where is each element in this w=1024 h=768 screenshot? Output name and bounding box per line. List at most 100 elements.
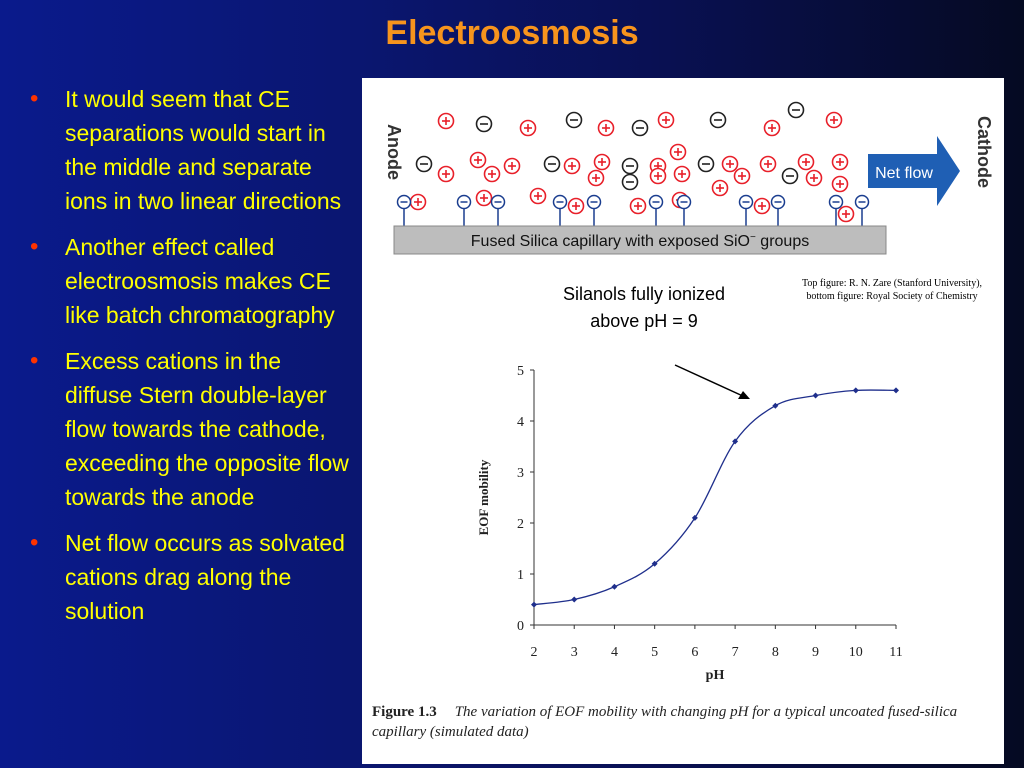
net-flow-arrow-icon [868, 136, 960, 206]
x-tick-label: 3 [571, 645, 578, 660]
cation-icon [753, 197, 771, 215]
anion-icon [781, 167, 799, 185]
y-tick-label: 0 [517, 619, 524, 634]
data-point [812, 392, 819, 399]
cation-icon [825, 111, 843, 129]
silanol-group-icon [738, 194, 754, 226]
y-axis-label: EOF mobility [476, 459, 491, 535]
cation-icon [629, 197, 647, 215]
cation-icon [593, 153, 611, 171]
data-point [772, 402, 779, 409]
anion-icon [621, 173, 639, 191]
figure-panel: Anode Cathode Net flow Fused Silica capi… [362, 78, 1004, 764]
bullet-item: • Another effect called electroosmosis ma… [22, 230, 352, 332]
bullet-text: Another effect called electroosmosis mak… [65, 234, 335, 328]
capillary-label: Fused Silica capillary with exposed SiO−… [471, 232, 809, 250]
silanol-group-icon [552, 194, 568, 226]
cation-icon [469, 151, 487, 169]
cation-icon [529, 187, 547, 205]
anion-icon [621, 157, 639, 175]
bullet-item: • Net flow occurs as solvated cations dra… [22, 526, 352, 628]
caption-label: Figure 1.3 [372, 704, 437, 720]
y-tick-label: 4 [517, 415, 524, 430]
bullet-list: • It would seem that CE separations would… [22, 82, 352, 640]
bullet-text: Excess cations in the diffuse Stern doub… [65, 348, 349, 510]
anion-icon [475, 115, 493, 133]
data-point [571, 596, 578, 603]
data-point [611, 583, 618, 590]
anion-icon [543, 155, 561, 173]
silanol-group-icon [770, 194, 786, 226]
silanol-group-icon [854, 194, 870, 226]
silanol-group-icon [648, 194, 664, 226]
silanol-annotation: Silanols fully ionized above pH = 9 [562, 284, 726, 331]
electroosmosis-diagram: Anode Cathode Net flow Fused Silica capi… [384, 101, 994, 255]
capillary-bar [393, 225, 887, 255]
cation-icon [837, 205, 855, 223]
anion-icon [697, 155, 715, 173]
cation-icon [805, 169, 823, 187]
cation-icon [587, 169, 605, 187]
bullet-item: • Excess cations in the diffuse Stern dou… [22, 344, 352, 514]
bullet-dot-icon: • [30, 529, 39, 556]
anion-icon [415, 155, 433, 173]
cation-icon [673, 165, 691, 183]
cation-icon [711, 179, 729, 197]
cation-icon [733, 167, 751, 185]
cation-icon [831, 153, 849, 171]
series-points [531, 387, 899, 608]
x-tick-label: 6 [691, 645, 698, 660]
cation-icon [759, 155, 777, 173]
x-axis-label: pH [706, 668, 725, 683]
cation-icon [437, 165, 455, 183]
annotation-arrow [674, 364, 750, 399]
y-tick-label: 3 [517, 466, 524, 481]
data-point [852, 387, 859, 394]
bullet-text: Net flow occurs as solvated cations drag… [65, 530, 345, 624]
x-tick-label: 7 [732, 645, 739, 660]
x-tick-label: 5 [651, 645, 658, 660]
series-line [533, 389, 897, 606]
x-tick-label: 4 [611, 645, 618, 660]
cation-icon [597, 119, 615, 137]
cation-icon [657, 111, 675, 129]
caption-text: The variation of EOF mobility with chang… [372, 704, 958, 740]
cation-icon [475, 189, 493, 207]
cathode-label: Cathode [974, 116, 994, 188]
figure-caption: Figure 1.3 The variation of EOF mobility … [372, 702, 1000, 742]
cation-icon [831, 175, 849, 193]
x-tick-label: 8 [772, 645, 779, 660]
silanol-group-icon [396, 194, 412, 226]
anion-icon [787, 101, 805, 119]
data-point [893, 387, 899, 394]
cation-icon [721, 155, 739, 173]
silanol-group-icon [828, 194, 844, 226]
x-tick-label: 9 [812, 645, 819, 660]
bullet-dot-icon: • [30, 233, 39, 260]
chart-axes [533, 370, 896, 626]
cation-icon [567, 197, 585, 215]
cation-icon [409, 193, 427, 211]
cation-icon [797, 153, 815, 171]
image-credit: Top figure: R. N. Zare (Stanford Univers… [801, 278, 983, 302]
bullet-text: It would seem that CE separations would … [65, 86, 342, 214]
ion-group [396, 101, 870, 226]
bullet-dot-icon: • [30, 85, 39, 112]
y-tick-label: 5 [517, 364, 524, 379]
bullet-dot-icon: • [30, 347, 39, 374]
data-point [651, 560, 658, 567]
silanol-group-icon [586, 194, 602, 226]
cation-icon [519, 119, 537, 137]
anion-icon [631, 119, 649, 137]
bullet-item: • It would seem that CE separations would… [22, 82, 352, 218]
data-point [732, 438, 739, 445]
eof-mobility-chart: 0 1 2 3 4 5 2 3 4 5 6 7 8 9 10 11 pH EOF mobility [476, 364, 903, 683]
cation-icon [503, 157, 521, 175]
y-tick-label: 2 [517, 517, 524, 532]
x-tick-label: 2 [531, 645, 538, 660]
data-point [531, 601, 537, 608]
cation-icon [649, 167, 667, 185]
x-tick-label: 11 [889, 645, 902, 660]
cation-icon [669, 143, 687, 161]
cation-icon [483, 165, 501, 183]
